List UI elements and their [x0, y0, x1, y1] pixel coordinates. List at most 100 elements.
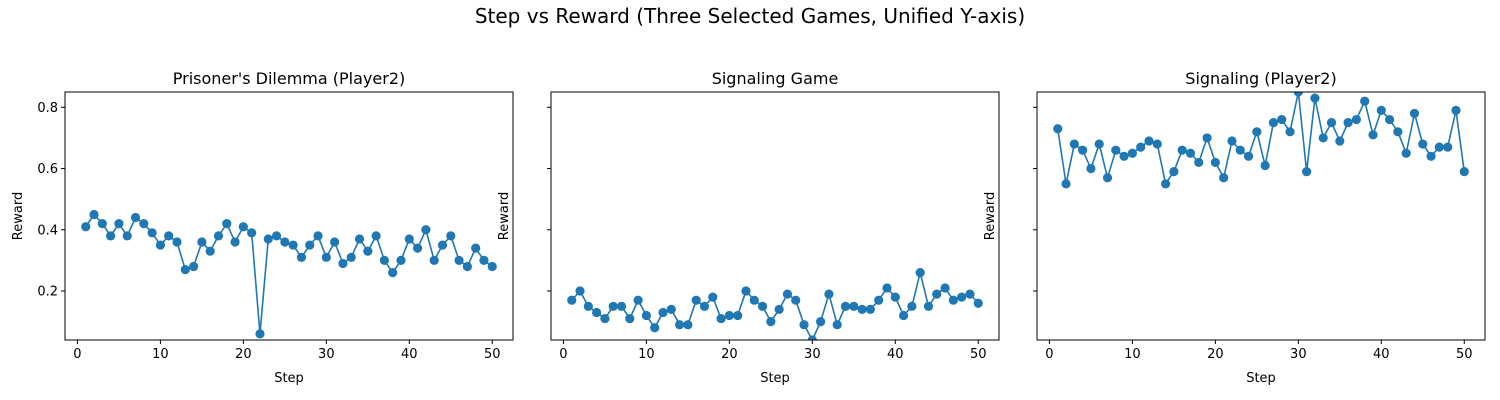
- data-point: [1376, 105, 1386, 115]
- data-point: [1194, 157, 1204, 168]
- data-point: [583, 301, 593, 311]
- data-point: [404, 234, 414, 244]
- data-point: [816, 317, 826, 327]
- y-tick-label: 0.2: [37, 285, 58, 300]
- data-point: [683, 320, 693, 330]
- data-point: [421, 225, 431, 235]
- data-point: [674, 320, 685, 330]
- data-point: [923, 301, 934, 311]
- data-point: [1202, 133, 1212, 143]
- data-point: [1459, 167, 1469, 177]
- data-point: [1418, 139, 1428, 149]
- x-tick-label: 10: [152, 347, 169, 362]
- data-point: [865, 304, 876, 314]
- data-point: [907, 301, 917, 311]
- chart-title: Signaling (Player2): [1185, 69, 1336, 88]
- x-tick-label: 10: [1124, 347, 1141, 362]
- data-point: [446, 231, 456, 241]
- data-point: [616, 301, 627, 311]
- x-tick-label: 50: [970, 347, 987, 362]
- data-point: [97, 219, 107, 229]
- data-point: [429, 255, 439, 265]
- data-point: [757, 301, 768, 311]
- data-point: [346, 252, 356, 262]
- x-axis-label: Step: [760, 371, 790, 386]
- plot-frame: [64, 91, 514, 341]
- data-point: [388, 268, 398, 278]
- chart-title: Prisoner's Dilemma (Player2): [173, 69, 405, 88]
- chart-panel: Signaling (Player2) 0 10 20 30 40 50 Step Reward: [983, 69, 1486, 386]
- data-point: [1384, 114, 1395, 125]
- data-point: [247, 228, 257, 238]
- data-point: [106, 231, 116, 241]
- data-point: [1451, 105, 1461, 115]
- data-point: [1144, 136, 1154, 146]
- data-point: [1127, 148, 1138, 158]
- data-point: [625, 313, 635, 324]
- data-point: [799, 320, 809, 330]
- data-point: [305, 240, 315, 250]
- data-point: [824, 289, 834, 299]
- data-point: [89, 209, 99, 220]
- data-point: [263, 234, 273, 244]
- data-point: [948, 295, 958, 305]
- y-tick-label: 0.8: [37, 101, 58, 116]
- data-point: [213, 231, 224, 241]
- data-point: [164, 231, 174, 241]
- data-point: [1185, 148, 1196, 158]
- data-point: [1102, 173, 1113, 183]
- data-point: [1252, 127, 1262, 137]
- data-point: [1243, 151, 1254, 161]
- data-point: [255, 329, 265, 339]
- data-point: [600, 313, 610, 324]
- data-point: [890, 292, 900, 302]
- data-point: [965, 289, 975, 299]
- data-point: [691, 295, 701, 305]
- plot-frame: [550, 91, 1000, 341]
- x-tick-label: 0: [73, 347, 81, 362]
- data-point: [1094, 139, 1104, 149]
- y-tick-label: 0.4: [37, 223, 58, 238]
- data-point: [1277, 114, 1287, 125]
- data-point: [363, 246, 373, 256]
- data-point: [666, 304, 676, 314]
- data-point: [766, 317, 776, 327]
- data-point: [1409, 108, 1420, 119]
- data-point: [1053, 124, 1063, 134]
- x-tick-label: 50: [1456, 347, 1473, 362]
- data-point: [658, 307, 668, 318]
- data-point: [741, 286, 751, 296]
- data-point: [379, 255, 390, 265]
- data-point: [1351, 114, 1362, 125]
- data-point: [462, 261, 472, 272]
- data-point: [471, 243, 481, 253]
- data-point: [1111, 145, 1121, 155]
- data-point: [592, 307, 602, 318]
- data-point: [180, 264, 190, 275]
- figure-title: Step vs Reward (Three Selected Games, Un…: [475, 4, 1025, 28]
- data-point: [338, 258, 348, 269]
- data-point: [205, 246, 215, 256]
- series-line: [571, 271, 979, 340]
- data-point: [1326, 118, 1337, 128]
- data-point: [1368, 130, 1378, 140]
- series-group: [81, 209, 497, 339]
- series-line: [85, 213, 493, 335]
- data-point: [122, 231, 132, 241]
- data-point: [1119, 151, 1129, 161]
- data-point: [437, 240, 448, 250]
- data-point: [479, 255, 489, 265]
- data-point: [280, 237, 290, 247]
- data-point: [1160, 179, 1171, 189]
- data-point: [1235, 145, 1245, 155]
- data-point: [1136, 142, 1146, 152]
- data-point: [230, 237, 240, 247]
- x-axis-label: Step: [274, 371, 304, 386]
- data-point: [1227, 136, 1237, 146]
- x-tick-label: 20: [235, 347, 252, 362]
- y-axis-label: Reward: [11, 192, 26, 240]
- data-point: [1310, 93, 1320, 103]
- data-point: [1343, 118, 1353, 128]
- data-point: [1086, 163, 1096, 174]
- data-point: [915, 268, 925, 278]
